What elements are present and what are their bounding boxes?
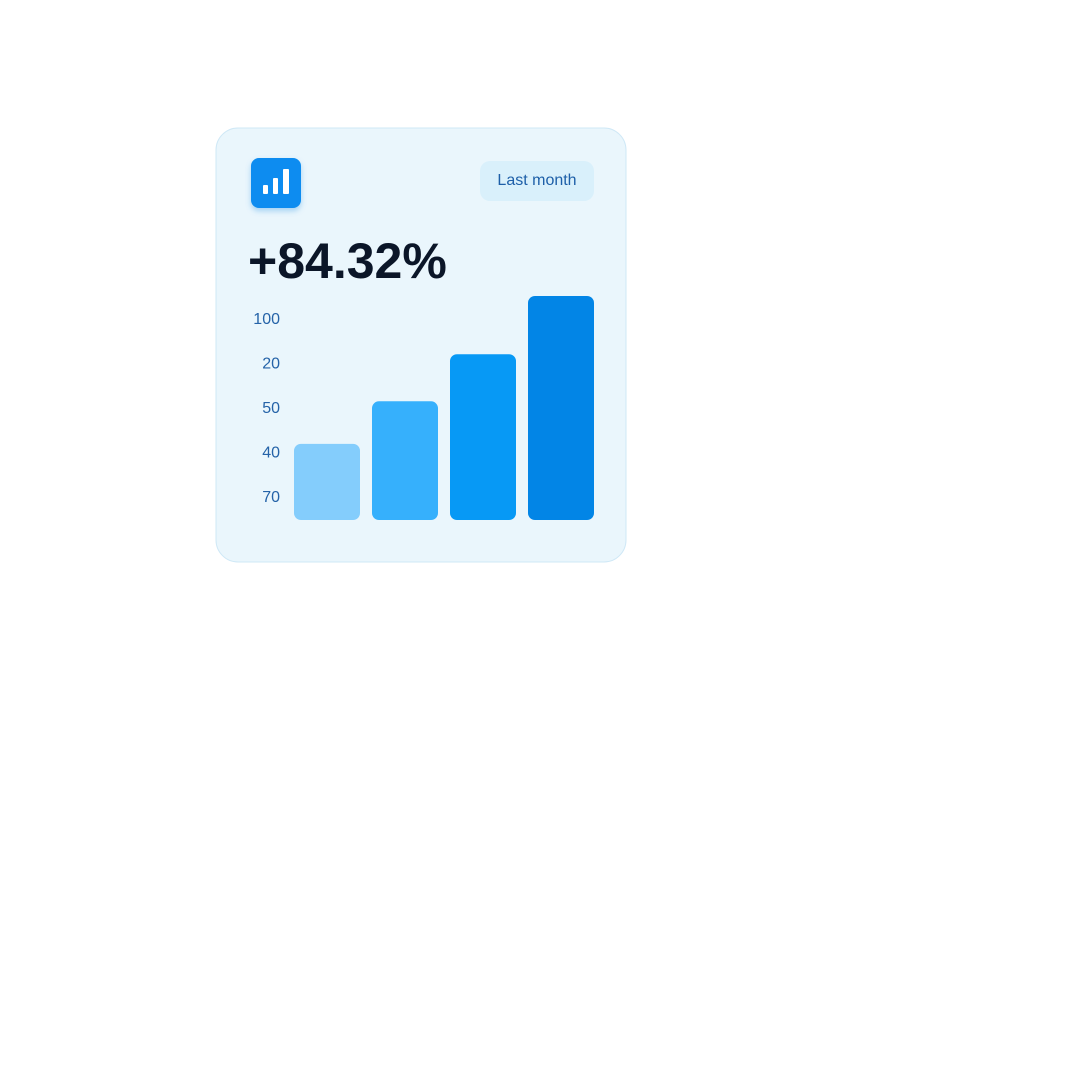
y-tick-label: 40 [262, 445, 280, 462]
y-tick-label: 20 [262, 356, 280, 373]
bar [528, 296, 594, 520]
filter-label[interactable]: Last month [497, 172, 576, 189]
chart-icon [251, 158, 301, 208]
bar [294, 443, 360, 520]
headline-value: +84.32% [248, 233, 447, 289]
bar [450, 354, 516, 520]
y-tick-label: 70 [262, 489, 280, 506]
bar [372, 401, 438, 520]
period-filter[interactable]: Last month [480, 161, 594, 201]
y-tick-label: 100 [253, 311, 280, 328]
plot: 100 20 50 40 70 [253, 296, 594, 520]
y-tick-label: 50 [262, 400, 280, 417]
